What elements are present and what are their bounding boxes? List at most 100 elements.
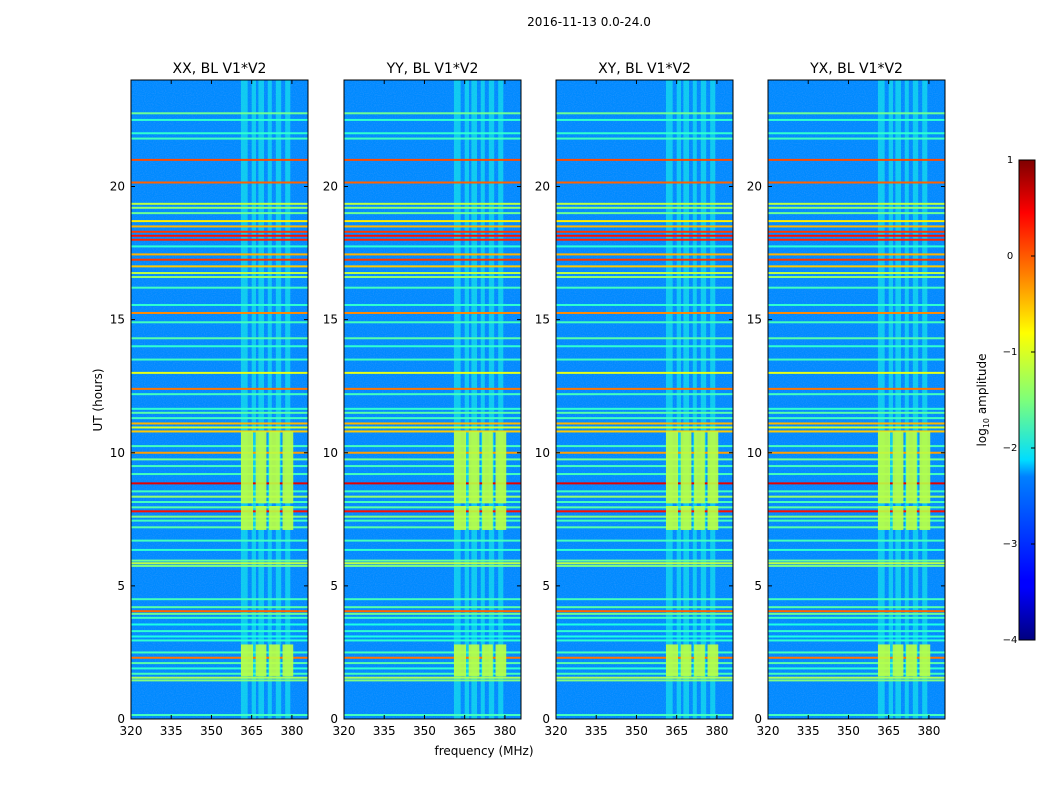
time-line: [556, 676, 733, 679]
time-line: [131, 445, 308, 448]
x-tick-label: 365: [240, 724, 263, 738]
time-line: [556, 258, 733, 261]
time-line: [556, 212, 733, 215]
panel-frame: [767, 79, 946, 720]
time-line: [556, 482, 733, 485]
time-line: [344, 610, 521, 613]
x-tick-label: 350: [200, 724, 223, 738]
time-line: [344, 181, 521, 184]
time-line: [768, 458, 945, 461]
colorbar-ticks: 1 0 −1 −2 −3 −4: [1003, 155, 1035, 646]
time-line: [768, 679, 945, 682]
time-line: [768, 422, 945, 425]
x-tick-label: 350: [625, 724, 648, 738]
strong-block: [482, 644, 493, 677]
time-line: [768, 112, 945, 115]
time-line: [131, 612, 308, 615]
colorbar-tick-label: −4: [1003, 635, 1018, 646]
time-line: [344, 465, 521, 468]
time-line: [344, 393, 521, 396]
time-line: [131, 714, 308, 717]
y-tick-label: 10: [747, 446, 762, 460]
time-line: [556, 612, 733, 615]
x-tick-label: 320: [120, 724, 143, 738]
time-line: [556, 714, 733, 717]
time-line: [344, 616, 521, 619]
panel-title: XY, BL V1*V2: [598, 61, 691, 77]
time-line: [344, 118, 521, 121]
time-line: [768, 358, 945, 361]
time-line: [768, 337, 945, 340]
strong-block: [453, 506, 467, 530]
rfi-channel-band: [692, 80, 697, 719]
time-line: [556, 411, 733, 414]
panel-yx-image: [768, 80, 945, 719]
time-line: [131, 238, 308, 241]
time-line: [556, 426, 733, 429]
time-line: [131, 337, 308, 340]
rfi-channel-band: [251, 80, 256, 719]
time-line: [768, 407, 945, 410]
panel-xy-image: [556, 80, 733, 719]
time-line: [556, 501, 733, 504]
time-line: [344, 473, 521, 476]
time-line: [131, 667, 308, 670]
time-line: [131, 473, 308, 476]
x-tick-label: 350: [837, 724, 860, 738]
time-line: [556, 225, 733, 228]
time-line: [556, 311, 733, 314]
time-line: [131, 181, 308, 184]
time-line: [556, 458, 733, 461]
time-line: [344, 212, 521, 215]
rfi-channel-band: [258, 80, 265, 719]
strong-block: [892, 431, 904, 504]
time-line: [556, 490, 733, 493]
strong-block: [680, 644, 692, 677]
time-line: [768, 137, 945, 140]
time-line: [768, 202, 945, 205]
time-line: [131, 639, 308, 642]
time-line: [768, 220, 945, 223]
time-line: [768, 465, 945, 468]
time-line: [344, 451, 521, 454]
time-line: [344, 337, 521, 340]
time-line: [344, 526, 521, 529]
strong-block: [269, 431, 280, 504]
y-tick-label: 10: [110, 446, 125, 460]
time-line: [131, 679, 308, 682]
time-line: [131, 451, 308, 454]
time-line: [344, 253, 521, 256]
time-line: [344, 371, 521, 374]
time-line: [768, 272, 945, 275]
time-line: [344, 490, 521, 493]
x-tick-label: 380: [280, 724, 303, 738]
time-line: [131, 630, 308, 633]
time-line: [131, 118, 308, 121]
strong-block: [282, 644, 294, 677]
time-line: [344, 510, 521, 513]
time-line: [344, 345, 521, 348]
time-line: [344, 630, 521, 633]
time-line: [131, 393, 308, 396]
time-line: [131, 234, 308, 237]
time-line: [768, 245, 945, 248]
rfi-channel-band: [240, 80, 248, 719]
time-line: [131, 482, 308, 485]
time-line: [131, 458, 308, 461]
y-tick-label: 15: [747, 313, 762, 327]
rfi-channel-band: [285, 80, 291, 719]
rfi-channel-band: [267, 80, 272, 719]
time-line: [344, 272, 521, 275]
time-line: [768, 598, 945, 601]
time-line: [344, 679, 521, 682]
time-line: [768, 118, 945, 121]
strong-block: [694, 644, 705, 677]
time-line: [556, 181, 733, 184]
colorbar-label: log10 amplitude: [975, 354, 991, 447]
rfi-channel-band: [895, 80, 902, 719]
time-line: [556, 132, 733, 135]
y-tick-label: 10: [323, 446, 338, 460]
y-tick-label: 10: [535, 446, 550, 460]
panel-frame: [343, 79, 522, 720]
time-line: [556, 662, 733, 665]
